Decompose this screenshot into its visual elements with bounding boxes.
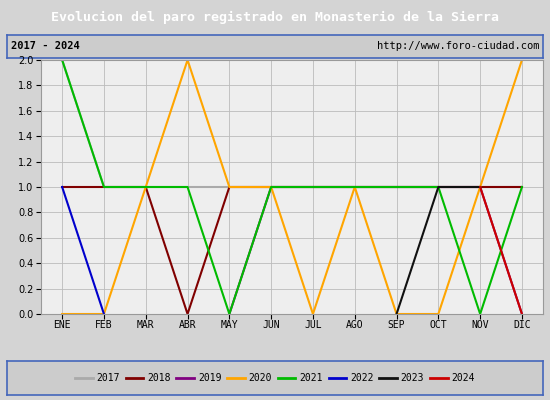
Text: Evolucion del paro registrado en Monasterio de la Sierra: Evolucion del paro registrado en Monaste… [51,10,499,24]
Text: http://www.foro-ciudad.com: http://www.foro-ciudad.com [377,41,539,51]
Legend: 2017, 2018, 2019, 2020, 2021, 2022, 2023, 2024: 2017, 2018, 2019, 2020, 2021, 2022, 2023… [71,369,479,387]
Text: 2017 - 2024: 2017 - 2024 [11,41,80,51]
